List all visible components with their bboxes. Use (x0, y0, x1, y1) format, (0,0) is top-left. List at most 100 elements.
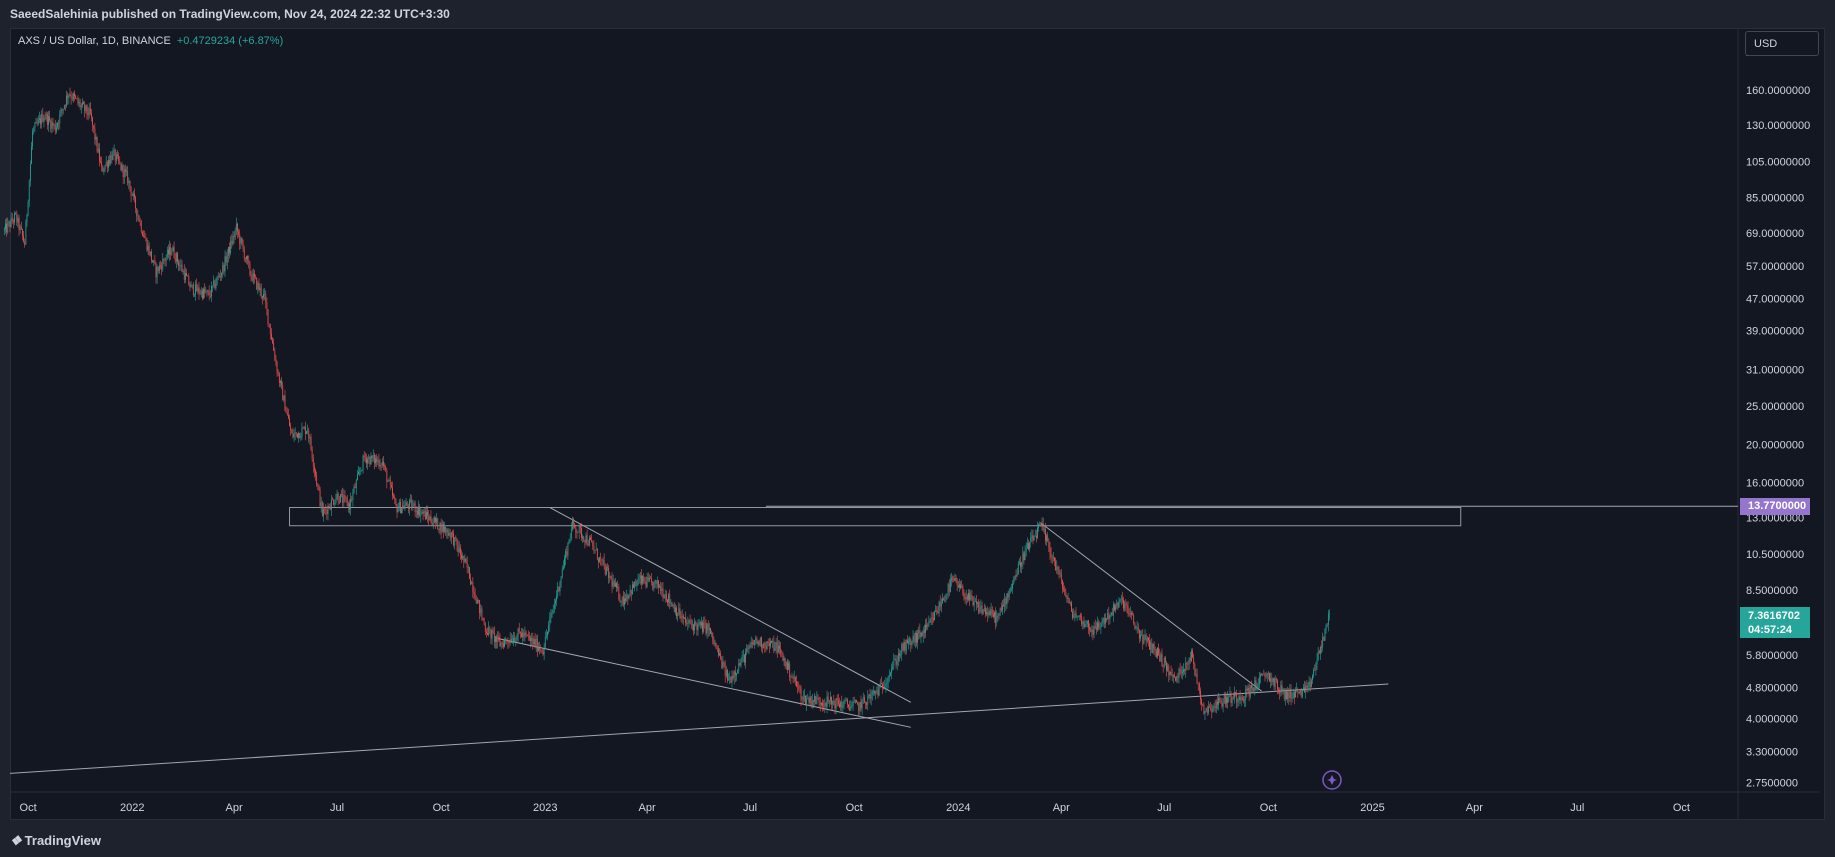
candle-body (590, 537, 591, 541)
candle-body (556, 596, 557, 601)
candle-body (396, 505, 398, 513)
currency-button[interactable]: USD (1745, 31, 1819, 56)
candle-body (1101, 621, 1103, 624)
candle-body (1019, 562, 1020, 564)
candle-body (607, 567, 608, 569)
candle-body (555, 600, 556, 604)
candle-body (346, 499, 348, 507)
candle-body (415, 510, 417, 513)
candle-body (822, 702, 823, 706)
candle-body (981, 605, 983, 614)
candle-body (221, 273, 223, 277)
chart-panel[interactable] (10, 28, 1825, 820)
candle-body (789, 663, 791, 677)
candle-body (824, 703, 826, 707)
candle-body (583, 536, 585, 541)
candle-body (187, 275, 189, 277)
candle-body (1023, 552, 1025, 561)
candle-body (473, 591, 475, 594)
candle-body (1125, 603, 1127, 605)
candle-body (45, 114, 47, 119)
candle-body (584, 540, 586, 543)
candle-body (949, 580, 951, 592)
candle-body (444, 526, 445, 532)
candle-body (759, 637, 761, 646)
candle-body (199, 293, 201, 295)
candle-body (398, 501, 400, 509)
candle-body (400, 501, 401, 513)
candle-body (625, 598, 627, 601)
candle-body (624, 598, 625, 605)
candle-body (502, 643, 504, 647)
candle-body (516, 636, 518, 641)
candle-body (129, 180, 131, 188)
candle-body (883, 687, 885, 689)
candle-body (1261, 674, 1262, 676)
candle-body (577, 532, 579, 533)
candle-body (1279, 691, 1281, 693)
candle-body (653, 581, 655, 589)
candle-body (682, 615, 684, 619)
candle-body (401, 508, 402, 513)
candle-body (979, 606, 981, 613)
candle-body (633, 584, 634, 588)
candle-body (407, 506, 409, 509)
candle-body (1140, 635, 1141, 639)
candle-body (960, 584, 961, 588)
candle-body (1224, 694, 1226, 704)
candle-body (802, 696, 804, 700)
candle-body (84, 104, 86, 111)
candle-body (895, 658, 897, 666)
candle-body (63, 105, 65, 109)
candle-body (153, 260, 155, 263)
candle-body (996, 616, 998, 623)
candle-body (264, 293, 266, 295)
candle-body (1315, 663, 1317, 671)
candle-body (420, 512, 422, 516)
candle-body (229, 246, 230, 254)
candle-body (673, 605, 675, 613)
candle-body (136, 208, 138, 217)
candle-body (312, 458, 314, 467)
candle-body (527, 635, 529, 637)
candle-body (805, 695, 806, 705)
candle-body (943, 598, 944, 600)
candle-body (152, 260, 153, 263)
candle-body (952, 578, 954, 579)
candle-body (1241, 697, 1243, 699)
candle-body (1289, 688, 1291, 699)
time-axis-label: Oct (433, 802, 450, 814)
candle-body (130, 187, 132, 196)
candle-body (149, 251, 151, 255)
candle-body (688, 620, 690, 623)
candle-body (416, 510, 418, 515)
candle-body (1141, 634, 1143, 636)
candle-body (679, 608, 681, 618)
candle-body (377, 459, 379, 462)
candle-body (334, 503, 336, 505)
candle-body (774, 648, 776, 651)
candle-body (638, 578, 640, 580)
candle-body (609, 576, 611, 579)
candle-body (429, 516, 431, 521)
candle-body (654, 580, 656, 582)
candle-body (74, 93, 75, 97)
candle-body (10, 217, 12, 227)
candle-body (373, 455, 375, 464)
candle-body (76, 98, 78, 99)
candle-body (982, 609, 984, 614)
candle-body (902, 644, 904, 651)
candle-body (1124, 603, 1126, 609)
candle-body (428, 516, 430, 521)
tradingview-logo[interactable]: ❖ TradingView (10, 833, 101, 849)
candle-body (1017, 563, 1019, 575)
candle-body (1167, 665, 1169, 671)
candle-body (572, 519, 573, 529)
candle-body (897, 653, 899, 661)
candle-body (151, 251, 152, 261)
candle-body (314, 466, 315, 471)
candle-body (1284, 691, 1286, 699)
candle-body (1043, 529, 1045, 531)
candle-body (498, 635, 500, 640)
